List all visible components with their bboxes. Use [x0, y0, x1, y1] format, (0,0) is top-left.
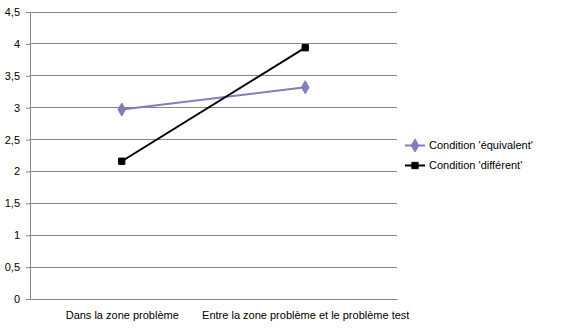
grid-line: [30, 107, 397, 108]
grid-line: [30, 75, 397, 76]
y-tick-mark: [26, 44, 30, 45]
grid-line: [30, 43, 397, 44]
x-tick: Entre la zone problème et le problème te…: [202, 299, 409, 321]
y-tick: 1,5: [5, 197, 30, 209]
grid-line: [30, 299, 397, 300]
x-axis: Dans la zone problème Entre la zone probl…: [31, 299, 410, 321]
y-tick: 4,5: [5, 6, 30, 18]
series-marker: [119, 158, 125, 164]
legend-item: Condition 'différent': [405, 159, 522, 171]
y-tick-label: 0,5: [5, 261, 20, 273]
x-tick-label: Dans la zone problème: [66, 309, 179, 321]
y-tick-mark: [26, 108, 30, 109]
y-tick: 2,5: [5, 134, 30, 146]
y-tick-mark: [26, 12, 30, 13]
y-tick: 4: [14, 38, 30, 50]
series-marker: [302, 45, 308, 51]
legend-item: Condition 'équivalent': [405, 139, 533, 152]
grid-line: [30, 12, 397, 13]
legend-label: Condition 'équivalent': [429, 139, 533, 151]
y-tick-label: 2: [14, 165, 20, 177]
y-tick-label: 1,5: [5, 197, 20, 209]
grid: [30, 12, 397, 299]
y-tick-mark: [26, 267, 30, 268]
y-tick-label: 4,5: [5, 6, 20, 18]
y-tick-mark: [26, 299, 30, 300]
y-tick-label: 1: [14, 229, 20, 241]
y-axis-line: [26, 13, 31, 300]
grid-line: [30, 235, 397, 236]
x-axis-line: [31, 299, 398, 300]
grid-line: [30, 267, 397, 268]
legend-marker: [412, 162, 418, 168]
grid-line: [30, 203, 397, 204]
legend-marker: [411, 139, 419, 152]
y-tick: 3,5: [5, 70, 30, 82]
y-axis: 0 0,5 1 1,5 2 2,5 3 3,5 4 4,5: [5, 6, 31, 305]
y-tick-mark: [26, 235, 30, 236]
legend-label: Condition 'différent': [429, 159, 522, 171]
series-marker: [118, 103, 126, 116]
y-tick: 3: [14, 102, 30, 114]
plot-area: [118, 45, 309, 165]
series-marker: [301, 81, 309, 94]
y-tick-mark: [26, 171, 30, 172]
y-tick: 1: [14, 229, 30, 241]
grid-line: [30, 171, 397, 172]
y-tick: 0,5: [5, 261, 30, 273]
y-tick-mark: [26, 203, 30, 204]
y-tick-label: 3: [14, 102, 20, 114]
x-tick-label: Entre la zone problème et le problème te…: [202, 309, 409, 321]
y-tick-label: 2,5: [5, 134, 20, 146]
y-tick-label: 3,5: [5, 70, 20, 82]
y-tick-label: 0: [14, 293, 20, 305]
y-tick-label: 4: [14, 38, 20, 50]
series-line: [122, 48, 306, 162]
y-tick-mark: [26, 76, 30, 77]
x-tick: Dans la zone problème: [66, 299, 179, 321]
legend: Condition 'équivalent' Condition 'différe…: [405, 139, 533, 171]
grid-line: [30, 139, 397, 140]
y-tick: 0: [14, 293, 30, 305]
chart: 0 0,5 1 1,5 2 2,5 3 3,5 4 4,5 Dans la zone problèm…: [0, 0, 573, 335]
series-line: [122, 87, 306, 109]
y-tick: 2: [14, 165, 30, 177]
y-tick-mark: [26, 140, 30, 141]
